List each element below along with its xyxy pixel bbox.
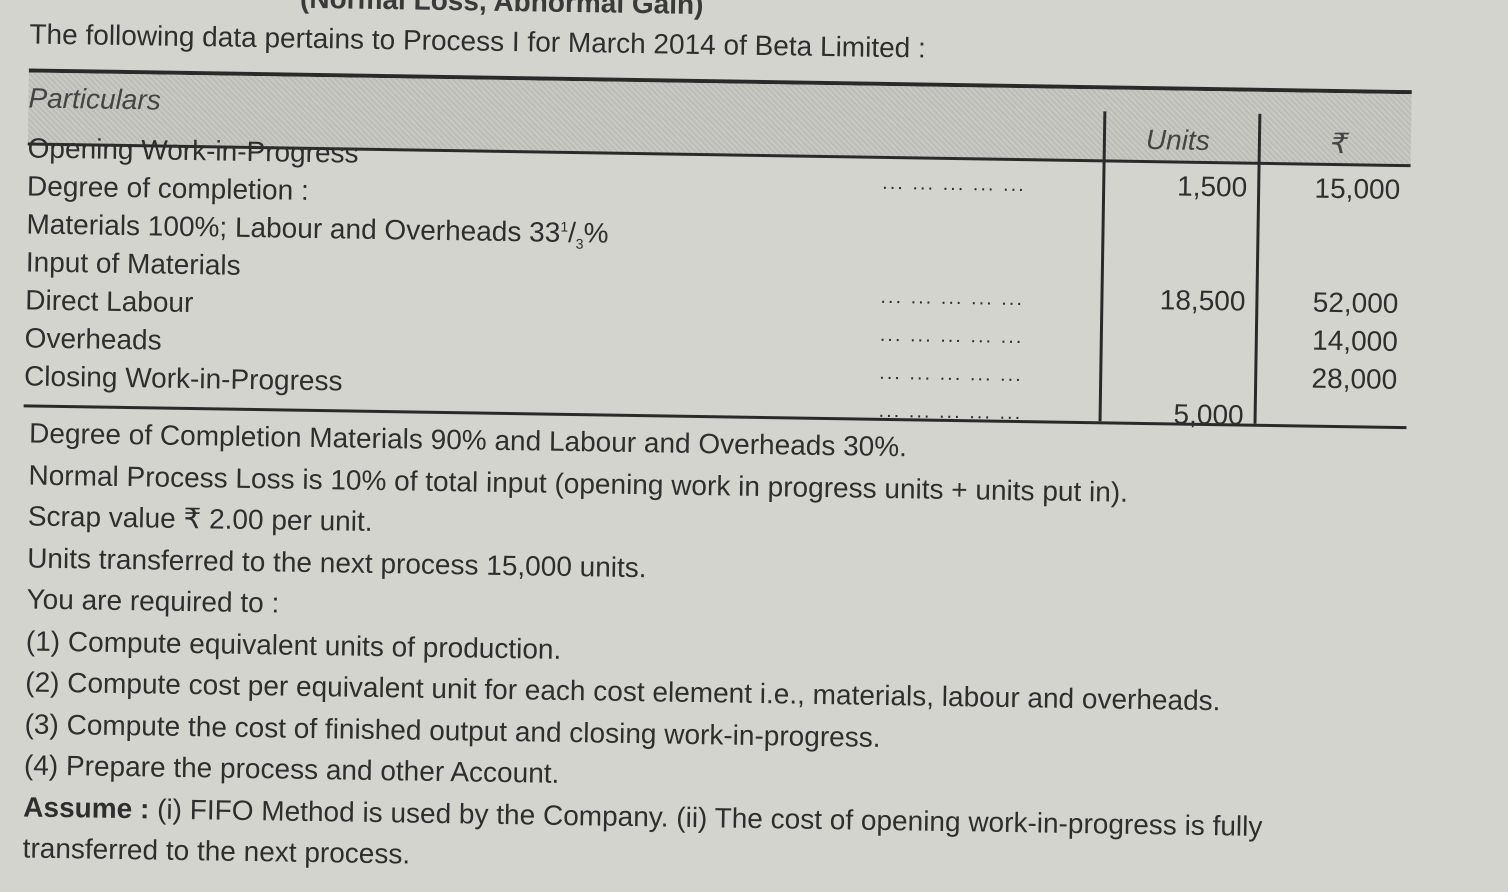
row-label: Input of Materials [25, 246, 241, 281]
row-label: Opening Work-in-Progress [27, 132, 359, 169]
leader-dots: ... ... ... ... ... [878, 399, 1023, 425]
leader-dots: ... ... ... ... ... [882, 171, 1026, 197]
amount-cell: 28,000 [1311, 362, 1398, 395]
fraction-numerator: 1 [560, 218, 569, 235]
assume-label: Assume : [23, 790, 150, 824]
question-text: Degree of Completion Materials 90% and L… [22, 413, 1268, 889]
amount-cell: 15,000 [1314, 172, 1401, 206]
header-units: Units [1145, 124, 1210, 157]
row-label: Closing Work-in-Progress [23, 360, 343, 397]
process-data-table: Particulars Units ₹ Opening Work-in-Prog… [23, 68, 1412, 431]
percent-sign: % [583, 217, 609, 249]
header-amount: ₹ [1327, 127, 1346, 160]
units-cell: 18,500 [1159, 284, 1246, 317]
row-label: Overheads [24, 322, 162, 356]
leader-dots: ... ... ... ... ... [879, 361, 1023, 387]
units-cell: 5,000 [1173, 398, 1244, 431]
row-label: Materials 100%; Labour and Overheads 331… [26, 208, 609, 252]
intro-text: The following data pertains to Process I… [29, 18, 927, 64]
leader-dots: ... ... ... ... ... [879, 323, 1024, 349]
units-cell: 1,500 [1176, 170, 1248, 203]
row-label: Degree of completion : [26, 170, 310, 206]
amount-cell: 52,000 [1312, 286, 1399, 320]
section-heading: (Normal Loss, Abnormal Gain) [299, 0, 704, 21]
header-particulars: Particulars [28, 82, 161, 116]
row-label-text: Materials 100%; Labour and Overheads 33 [26, 208, 561, 248]
amount-cell: 14,000 [1311, 324, 1399, 357]
leader-dots: ... ... ... ... ... [880, 285, 1025, 311]
row-label: Direct Labour [25, 284, 194, 319]
